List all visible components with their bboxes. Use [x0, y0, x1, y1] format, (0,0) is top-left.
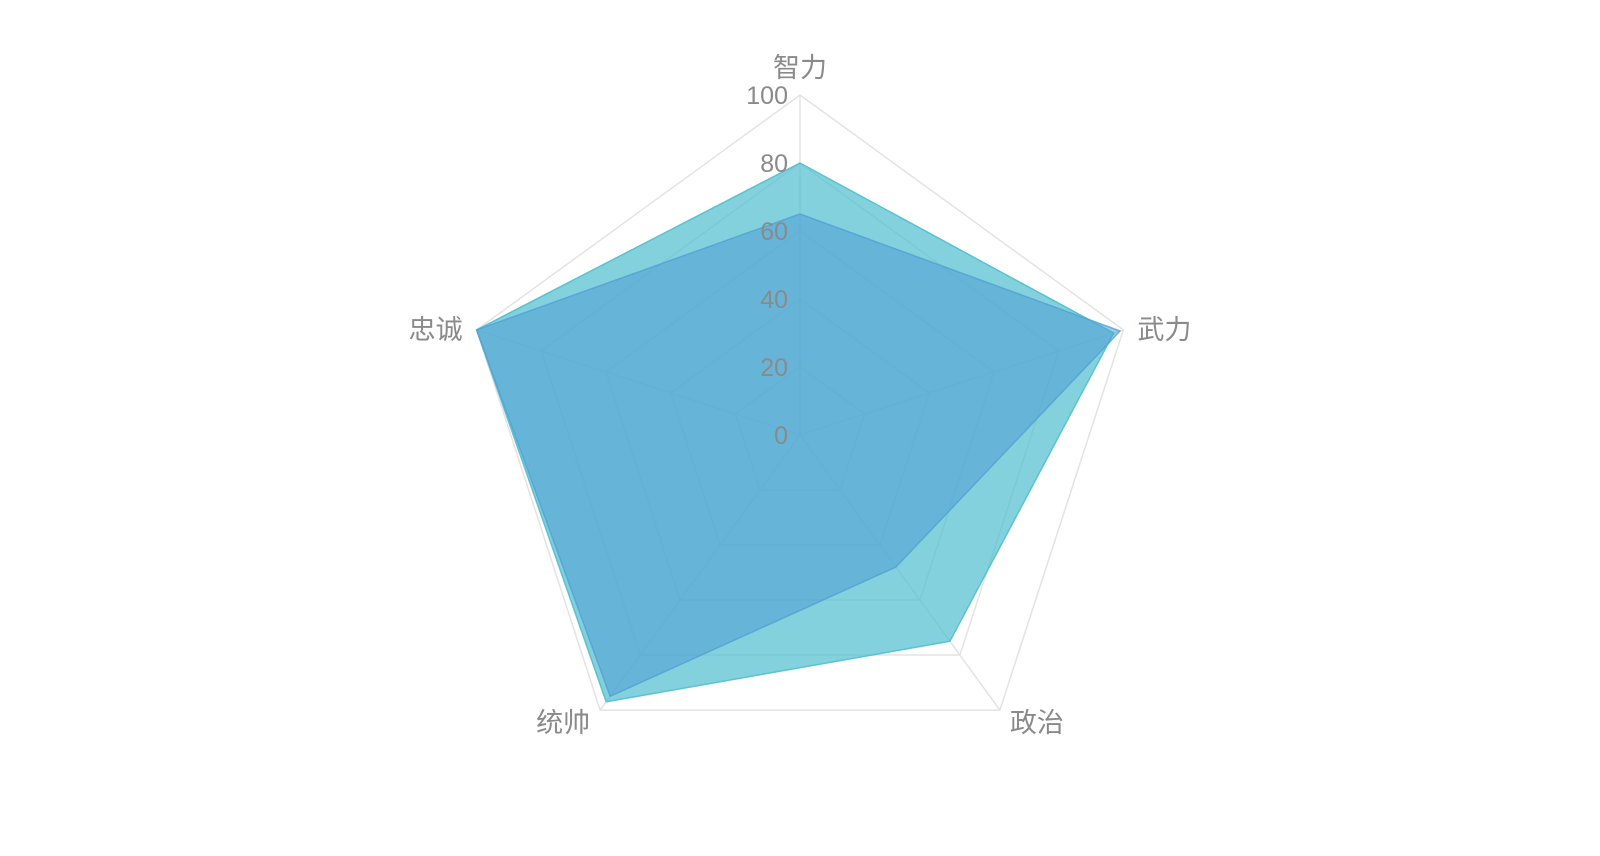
tick-label-0: 0	[774, 422, 788, 450]
indicator-label-4: 统帅	[536, 708, 590, 739]
series-area-2	[475, 213, 1121, 698]
tick-label-60: 60	[760, 218, 788, 246]
radial-tick-labels: 0 20 40 60 80 100	[746, 82, 788, 450]
tick-label-20: 20	[760, 354, 788, 382]
grid-ring-100	[475, 94, 1125, 711]
tick-label-100: 100	[746, 82, 788, 110]
indicator-label-2: 武力	[1137, 315, 1191, 346]
indicator-label-5: 忠诚	[409, 315, 463, 346]
indicator-label-3: 政治	[1010, 708, 1064, 739]
radar-series-layer	[475, 162, 1121, 703]
indicator-label-1: 智力	[773, 53, 827, 84]
tick-label-80: 80	[760, 150, 788, 178]
tick-label-40: 40	[760, 286, 788, 314]
